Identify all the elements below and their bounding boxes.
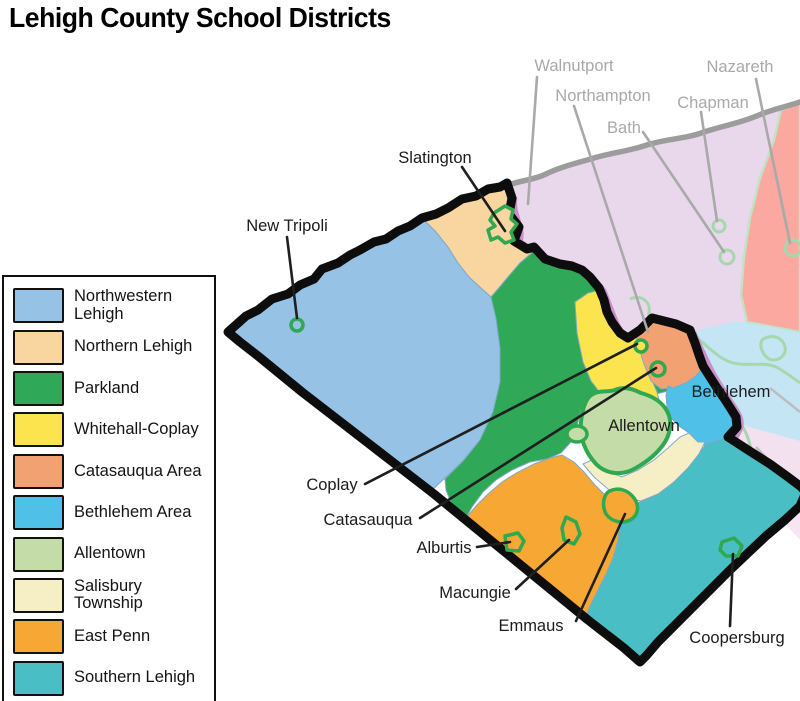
legend-item-bethlehem-area: Bethlehem Area	[4, 492, 214, 533]
legend-label-east-penn: East Penn	[74, 627, 151, 646]
district-allentown	[565, 386, 673, 476]
alburtis-borough	[503, 531, 526, 553]
allentown-west-blob	[565, 424, 589, 444]
emmaus-borough	[601, 487, 640, 524]
leader-alburtis	[475, 540, 512, 549]
macungie-borough	[560, 515, 582, 546]
black-leader-lines	[285, 165, 735, 628]
legend: Northwestern Lehigh Northern Lehigh Parkla…	[2, 275, 216, 701]
leader-emmaus	[574, 512, 627, 623]
label-walnutport: Walnutport	[534, 57, 614, 75]
label-catasauqua: Catasauqua	[324, 511, 414, 529]
label-bath: Bath	[607, 119, 641, 137]
label-new-tripoli: New Tripoli	[246, 217, 328, 235]
outside-borough-blob	[759, 335, 787, 362]
leader-bath	[641, 130, 726, 254]
coplay-borough	[633, 338, 649, 354]
county-border	[223, 178, 800, 667]
legend-item-allentown: Allentown	[4, 533, 214, 574]
legend-label-whitehall-coplay: Whitehall-Coplay	[74, 420, 199, 439]
legend-label-southern-lehigh: Southern Lehigh	[74, 668, 196, 687]
legend-label-catasauqua-area: Catasauqua Area	[74, 461, 202, 480]
chapman-borough-outline	[711, 218, 727, 234]
label-northampton: Northampton	[555, 87, 650, 105]
legend-swatch-catasauqua-area	[13, 453, 64, 489]
leader-walnutport	[526, 75, 539, 206]
bethlehem-city-outline-north	[689, 331, 800, 385]
legend-item-salisbury-township: Salisbury Township	[4, 575, 214, 616]
legend-label-bethlehem-area: Bethlehem Area	[74, 502, 192, 521]
label-alburtis: Alburtis	[416, 539, 471, 557]
legend-item-northern-lehigh: Northern Lehigh	[4, 326, 214, 367]
legend-swatch-parkland	[13, 370, 64, 406]
region-bethlehem-outside	[690, 321, 800, 441]
leader-chapman	[699, 110, 719, 223]
label-chapman: Chapman	[677, 94, 749, 112]
nazareth-borough-outline	[783, 238, 800, 258]
leader-catasauqua	[418, 366, 658, 520]
legend-swatch-northwestern-lehigh	[13, 288, 64, 324]
coopersburg-borough	[718, 536, 744, 558]
legend-swatch-east-penn	[13, 619, 64, 655]
road-line	[769, 387, 800, 413]
legend-swatch-whitehall-coplay	[13, 412, 64, 448]
districts	[227, 182, 800, 663]
legend-item-catasauqua-area: Catasauqua Area	[4, 451, 214, 492]
leader-slatington	[460, 165, 507, 233]
label-slatington: Slatington	[398, 149, 471, 167]
legend-item-parkland: Parkland	[4, 368, 214, 409]
label-coplay: Coplay	[306, 476, 358, 494]
gray-leader-lines	[526, 75, 792, 334]
page-title: Lehigh County School Districts	[9, 2, 391, 33]
legend-label-salisbury-township: Salisbury Township	[74, 576, 143, 613]
black-place-labels: Slatington New Tripoli Bethlehem Allentown C…	[246, 149, 785, 647]
leader-new-tripoli	[285, 235, 299, 320]
legend-swatch-bethlehem-area	[13, 495, 64, 531]
legend-swatch-northern-lehigh	[13, 329, 64, 365]
legend-swatch-allentown	[13, 536, 64, 572]
catasauqua-borough	[649, 360, 667, 378]
lehigh-river	[501, 99, 800, 190]
legend-swatch-southern-lehigh	[13, 660, 64, 696]
legend-label-allentown: Allentown	[74, 544, 146, 563]
label-macungie: Macungie	[439, 584, 511, 602]
leader-coplay	[363, 342, 639, 486]
legend-item-southern-lehigh: Southern Lehigh	[4, 658, 214, 699]
legend-label-parkland: Parkland	[74, 378, 140, 397]
leader-macungie	[514, 538, 571, 591]
label-emmaus: Emmaus	[498, 617, 563, 635]
label-nazareth: Nazareth	[707, 58, 774, 76]
leader-coopersburg	[728, 552, 735, 628]
legend-swatch-salisbury-township	[13, 577, 64, 613]
region-nazareth-area	[739, 101, 800, 334]
legend-label-northern-lehigh: Northern Lehigh	[74, 337, 193, 356]
label-bethlehem: Bethlehem	[692, 383, 771, 401]
bath-borough-outline	[718, 248, 736, 266]
legend-item-east-penn: East Penn	[4, 616, 214, 657]
new-tripoli-borough	[289, 317, 305, 333]
label-coopersburg: Coopersburg	[689, 629, 784, 647]
leader-nazareth	[754, 77, 792, 245]
legend-item-northwestern-lehigh: Northwestern Lehigh	[4, 285, 214, 326]
legend-label-northwestern-lehigh: Northwestern Lehigh	[74, 287, 173, 323]
label-allentown: Allentown	[608, 417, 680, 435]
legend-item-whitehall-coplay: Whitehall-Coplay	[4, 409, 214, 450]
leader-northampton	[572, 104, 650, 334]
gray-place-labels: Walnutport Northampton Bath Chapman Nazareth	[534, 57, 773, 137]
